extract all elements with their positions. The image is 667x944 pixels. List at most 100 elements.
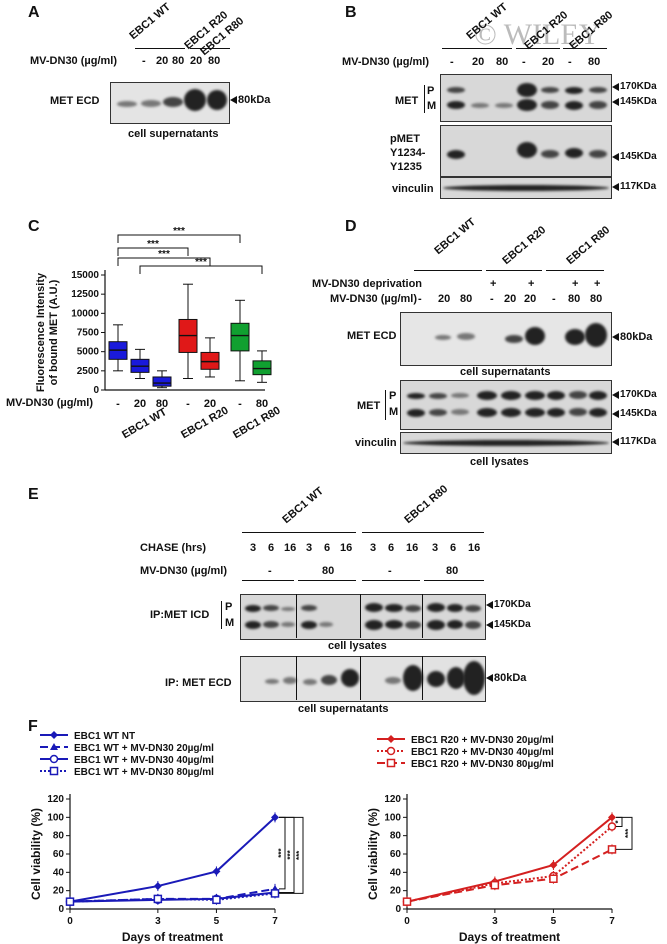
chart-legend-label: EBC1 WT + MV-DN30 40µg/ml bbox=[74, 755, 214, 766]
chart-xtick-label: 0 bbox=[67, 916, 73, 927]
panel-c-dose-value: - bbox=[116, 398, 120, 410]
chart-series-line bbox=[406, 825, 613, 903]
chart-sig-label: *** bbox=[295, 850, 304, 860]
chase-value: 16 bbox=[340, 542, 353, 554]
panel-c-sig-label: *** bbox=[158, 249, 170, 260]
chart-sig-label: *** bbox=[624, 828, 633, 838]
panel-b-p: P bbox=[427, 85, 435, 97]
chart-ytick-label: 120 bbox=[384, 794, 401, 805]
panel-e-header-r80: EBC1 R80 bbox=[402, 483, 451, 526]
panel-b-m: M bbox=[427, 100, 437, 112]
chart-series-line bbox=[69, 892, 276, 903]
panel-d-sup: cell supernatants bbox=[460, 366, 551, 378]
chart-point bbox=[608, 813, 616, 822]
panel-c-sig-bracket bbox=[117, 247, 189, 256]
chart-xtick-label: 3 bbox=[155, 916, 161, 927]
chart-legend-label: EBC1 WT + MV-DN30 20µg/ml bbox=[74, 743, 214, 754]
chart-point bbox=[65, 897, 75, 906]
panel-d-p: P bbox=[389, 390, 397, 402]
panel-d-met-ecd-blot bbox=[400, 312, 612, 366]
chart-sig-bracket bbox=[279, 816, 304, 894]
panel-e-label: E bbox=[28, 486, 39, 503]
panel-c-dose-label: MV-DN30 (µg/ml) bbox=[6, 397, 94, 409]
panel-d-mw-145: 145KDa bbox=[620, 408, 657, 419]
chart-series-line bbox=[406, 848, 613, 903]
panel-e-header-wt: EBC1 WT bbox=[280, 484, 326, 526]
panel-c-sig-bracket bbox=[117, 257, 211, 266]
panel-b-met-label: MET bbox=[395, 95, 419, 107]
chart-sig-label: * bbox=[614, 819, 623, 823]
chart-point bbox=[212, 867, 221, 876]
panel-d-lys: cell lysates bbox=[470, 456, 529, 468]
panel-c-label: C bbox=[28, 218, 40, 235]
chart-sig-label: *** bbox=[286, 849, 295, 859]
panel-e-ip-ecd: IP: MET ECD bbox=[165, 677, 232, 689]
chase-value: 3 bbox=[370, 542, 377, 554]
panel-c-ytick-label: 10000 bbox=[71, 308, 99, 319]
panel-c-ytick-label: 7500 bbox=[77, 328, 100, 339]
chart-xtick-label: 5 bbox=[551, 916, 557, 927]
chart-sig-bracket bbox=[616, 816, 633, 850]
panel-b-vinculin-blot bbox=[440, 177, 612, 199]
panel-c-boxplot: Fluorescence Intensityof bound MET (A.U.… bbox=[35, 226, 280, 440]
chart-point bbox=[607, 845, 617, 854]
chart-xtick-label: 5 bbox=[214, 916, 220, 927]
panel-d-m: M bbox=[389, 406, 399, 418]
chart-point bbox=[49, 754, 59, 764]
panel-b-mw-117: 117KDa bbox=[620, 181, 657, 192]
panel-c-ytick-label: 2500 bbox=[77, 366, 100, 377]
panel-c-sig-label: *** bbox=[173, 226, 185, 237]
chart-legend-label: EBC1 R20 + MV-DN30 20µg/ml bbox=[411, 735, 554, 746]
panel-c-box bbox=[252, 360, 272, 376]
panel-e-p: P bbox=[225, 601, 233, 613]
panel-a-label: A bbox=[28, 4, 40, 21]
chart-point bbox=[607, 822, 617, 831]
panel-d-deprivation-label: MV-DN30 deprivation bbox=[312, 278, 423, 290]
panel-c-dose-value: 80 bbox=[256, 398, 268, 410]
panel-b-mw-145b: 145KDa bbox=[620, 151, 657, 162]
chase-value: 3 bbox=[250, 542, 257, 554]
panel-d-mw-117: 117KDa bbox=[620, 436, 657, 447]
chart-series-line bbox=[406, 816, 613, 903]
chase-value: 6 bbox=[450, 542, 457, 554]
chase-value: 16 bbox=[468, 542, 481, 554]
panel-d-met-ecd-label: MET ECD bbox=[347, 330, 397, 342]
panel-f-label: F bbox=[28, 718, 38, 735]
panel-d-mw-80: 80kDa bbox=[620, 331, 653, 343]
chase-value: 16 bbox=[406, 542, 419, 554]
chart-ytick-label: 0 bbox=[58, 904, 64, 915]
panel-f-left-chart: Cell viability (%) Days of treatment 0 20 40… bbox=[29, 731, 304, 944]
chart-point bbox=[50, 731, 58, 739]
chart-point bbox=[153, 894, 163, 904]
chart-ytick-label: 40 bbox=[390, 867, 402, 878]
panel-d-met-blot bbox=[400, 380, 612, 430]
panel-c-ytick-label: 0 bbox=[93, 385, 99, 396]
chart-legend-label: EBC1 R20 + MV-DN30 40µg/ml bbox=[411, 747, 554, 758]
panel-e-lys: cell lysates bbox=[328, 640, 387, 652]
panel-c-dose-value: - bbox=[186, 398, 190, 410]
chart-point bbox=[387, 735, 395, 743]
chart-xlabel: Days of treatment bbox=[459, 930, 560, 944]
chart-point bbox=[212, 895, 221, 905]
panel-b-vinculin: vinculin bbox=[392, 183, 434, 195]
panel-b-mw-145: 145KDa bbox=[620, 96, 657, 107]
chart-point bbox=[50, 743, 58, 750]
panel-d-header-r20: EBC1 R20 bbox=[500, 224, 549, 267]
chart-point bbox=[549, 874, 558, 883]
panel-e-ip-ecd-blot bbox=[240, 656, 486, 702]
panel-d-label: D bbox=[345, 218, 357, 235]
panel-b-mw-170: 170KDa bbox=[620, 81, 657, 92]
chase-value: 16 bbox=[284, 542, 297, 554]
chart-point bbox=[386, 758, 396, 768]
watermark: © WILEY bbox=[474, 18, 601, 51]
chart-sig-label: *** bbox=[277, 848, 286, 858]
chase-value: 6 bbox=[268, 542, 275, 554]
panel-c-ytick-label: 5000 bbox=[77, 347, 100, 358]
chart-xlabel: Days of treatment bbox=[122, 930, 223, 944]
chart-point bbox=[270, 889, 280, 898]
chart-ytick-label: 80 bbox=[53, 831, 65, 842]
panel-a-blot bbox=[110, 82, 230, 124]
chart-xtick-label: 0 bbox=[404, 916, 410, 927]
chart-ytick-label: 60 bbox=[390, 849, 402, 860]
panel-a-row-label: MET ECD bbox=[50, 95, 100, 107]
